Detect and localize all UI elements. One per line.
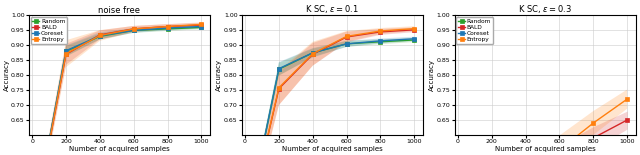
Random [130,29,138,31]
Coreset [96,35,104,37]
X-axis label: Number of acquired samples: Number of acquired samples [282,146,383,152]
Entropy [410,28,418,30]
Coreset [198,26,205,27]
Entropy [198,24,205,25]
Entropy [275,87,283,89]
Entropy [62,53,70,55]
BALD [130,28,138,30]
Y-axis label: Accuracy: Accuracy [3,59,10,91]
Y-axis label: Accuracy: Accuracy [429,59,435,91]
Entropy [589,122,597,124]
Title: noise free: noise free [99,6,140,15]
Line: BALD: BALD [243,28,416,155]
Random [164,28,172,30]
BALD [164,26,172,27]
Random [410,39,418,41]
Entropy [343,35,351,37]
Line: Entropy: Entropy [31,23,203,155]
BALD [309,53,317,55]
BALD [62,53,70,55]
Coreset [130,29,138,31]
Coreset [343,43,351,45]
BALD [96,34,104,36]
Coreset [309,52,317,54]
Title: K SC, $\varepsilon = 0.3$: K SC, $\varepsilon = 0.3$ [518,3,572,16]
Line: Random: Random [243,38,416,155]
Entropy [623,98,631,100]
Line: Random: Random [31,26,203,155]
Entropy [164,26,172,27]
BALD [275,88,283,90]
Random [96,35,104,37]
Random [309,52,317,54]
BALD [410,29,418,31]
Y-axis label: Accuracy: Accuracy [216,59,222,91]
Coreset [164,27,172,29]
Coreset [410,38,418,40]
Random [198,27,205,28]
Title: K SC, $\varepsilon = 0.1$: K SC, $\varepsilon = 0.1$ [305,3,359,16]
Entropy [376,30,384,32]
BALD [198,24,205,26]
Legend: Random, BALD, Coreset, Entropy: Random, BALD, Coreset, Entropy [31,17,67,44]
BALD [376,31,384,33]
X-axis label: Number of acquired samples: Number of acquired samples [495,146,595,152]
BALD [589,137,597,139]
Line: Coreset: Coreset [31,25,203,155]
Coreset [376,40,384,42]
Line: Coreset: Coreset [456,154,629,155]
Entropy [130,28,138,30]
Coreset [62,50,70,52]
Line: BALD: BALD [31,23,203,155]
Entropy [96,35,104,36]
X-axis label: Number of acquired samples: Number of acquired samples [69,146,170,152]
Line: Entropy: Entropy [243,27,416,155]
Line: BALD: BALD [456,118,629,155]
Entropy [309,53,317,55]
BALD [623,119,631,121]
Random [343,43,351,45]
BALD [343,36,351,38]
Line: Entropy: Entropy [456,97,629,155]
Random [62,50,70,52]
Random [275,68,283,70]
Random [376,41,384,43]
Line: Coreset: Coreset [243,37,416,155]
Legend: Random, BALD, Coreset, Entropy: Random, BALD, Coreset, Entropy [456,17,493,44]
Entropy [556,149,563,151]
Coreset [275,68,283,70]
